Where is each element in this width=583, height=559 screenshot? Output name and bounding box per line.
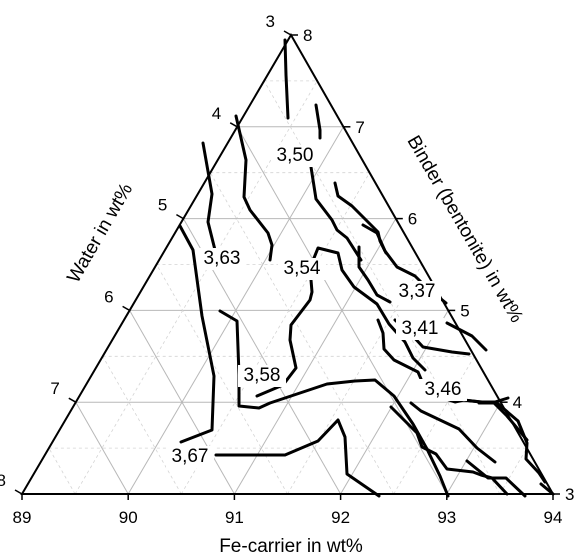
- left-tick: [229, 122, 238, 128]
- right-tick-label: 6: [408, 210, 417, 229]
- grid-line: [129, 310, 235, 495]
- right-tick-label: 3: [565, 485, 574, 504]
- right-tick-label: 5: [460, 301, 469, 320]
- contour-label: 3,67: [172, 446, 209, 467]
- contour-label: 3,54: [284, 258, 321, 279]
- contour-label: 3,37: [399, 281, 436, 302]
- contour-label-bg: [271, 145, 319, 167]
- bottom-tick-label: 94: [544, 508, 563, 527]
- bottom-tick-label: 89: [13, 508, 32, 527]
- left-tick-label: 6: [104, 287, 113, 306]
- grid-line: [499, 447, 528, 495]
- contour-line: [283, 38, 290, 120]
- left-tick: [14, 489, 23, 495]
- contour-line: [376, 318, 423, 381]
- right-tick-label: 8: [303, 26, 312, 45]
- contour-line: [409, 401, 497, 464]
- bottom-tick-label: 91: [225, 508, 244, 527]
- left-tick-label: 8: [0, 471, 6, 490]
- left-tick-label: 4: [212, 104, 221, 123]
- left-tick: [176, 213, 184, 220]
- left-tick: [283, 30, 292, 36]
- contour-line: [309, 165, 363, 262]
- contour-label-bg: [393, 281, 441, 303]
- contour-line: [234, 114, 274, 262]
- left-tick-label: 5: [158, 196, 167, 215]
- contour-line: [178, 224, 216, 444]
- left-tick-label: 3: [266, 12, 275, 31]
- contour-labels: 3,67 3,63 3,58 3,54 3,50 3,46 3,41 3,37: [166, 145, 467, 468]
- contour-line: [201, 141, 219, 260]
- contour-label: 3,50: [277, 145, 314, 166]
- left-tick: [68, 397, 77, 403]
- grid-line: [446, 401, 502, 495]
- bottom-tick-label: 92: [331, 508, 350, 527]
- contour-line: [314, 103, 322, 140]
- left-tick: [122, 305, 130, 312]
- contour-line: [465, 459, 527, 498]
- contour-label: 3,41: [402, 318, 439, 339]
- contour-line: [477, 401, 529, 442]
- bottom-axis-title: Fe-carrier in wt%: [219, 536, 363, 557]
- triangle-outline: [20, 33, 555, 495]
- contour-line: [214, 418, 381, 498]
- contour-line: [255, 246, 427, 398]
- left-tick-label: 7: [50, 379, 59, 398]
- contour-label: 3,46: [425, 379, 462, 400]
- grid-line: [102, 356, 182, 495]
- contour-line: [445, 321, 488, 352]
- contour-label: 3,63: [204, 248, 241, 269]
- contour-line: [357, 245, 392, 304]
- grid-layer: [48, 80, 528, 495]
- contour-label-bg: [278, 258, 326, 280]
- grid-line: [74, 80, 318, 495]
- grid-line: [236, 126, 448, 495]
- grid-line: [48, 447, 76, 495]
- left-axis-title: Water in wt%: [63, 180, 137, 287]
- grid-line: [263, 80, 501, 495]
- contour-label-bg: [238, 365, 286, 387]
- grid-line: [209, 172, 395, 495]
- contour-label-bg: [419, 379, 467, 401]
- right-tick-label: 7: [355, 118, 364, 137]
- bottom-tick-label: 93: [437, 508, 456, 527]
- contour-label-bg: [198, 248, 246, 270]
- grid-line: [180, 172, 370, 495]
- grid-line: [393, 356, 475, 495]
- contour-line: [539, 482, 555, 496]
- grid-line: [75, 401, 129, 495]
- bottom-tick-label: 90: [119, 508, 138, 527]
- contour-label-bg: [166, 446, 214, 468]
- right-tick-label: 4: [513, 393, 522, 412]
- grid-line: [287, 264, 423, 495]
- triangle-frame: [20, 33, 555, 495]
- contour-label-bg: [396, 318, 444, 340]
- contour-label: 3,58: [244, 365, 281, 386]
